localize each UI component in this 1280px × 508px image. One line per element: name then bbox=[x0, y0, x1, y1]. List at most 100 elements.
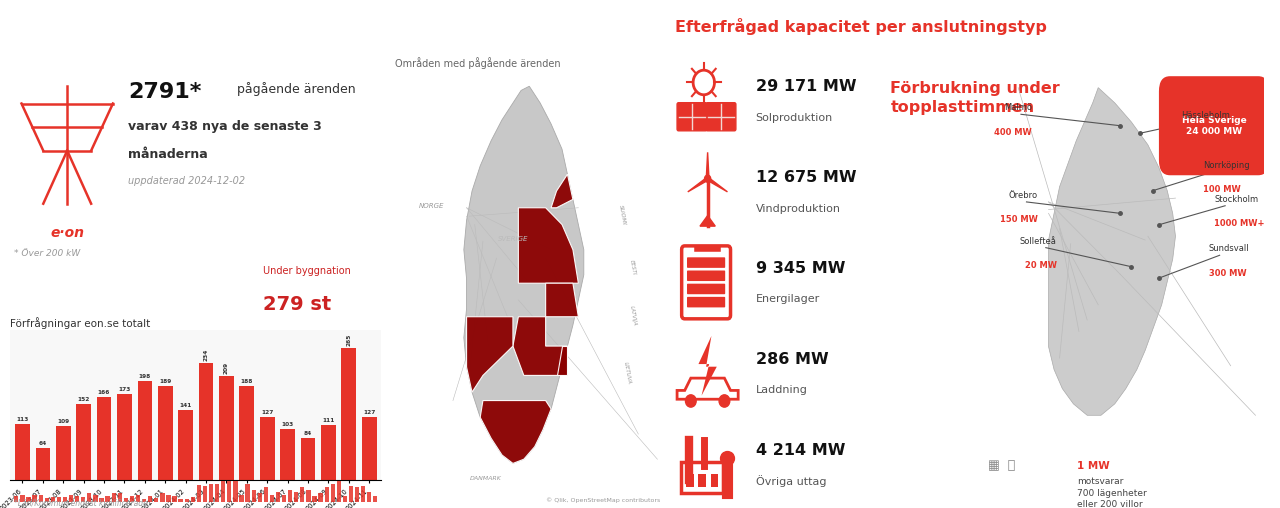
FancyBboxPatch shape bbox=[1158, 76, 1270, 175]
Bar bbox=[129, 496, 134, 502]
Text: uppdaterad 2024-12-02: uppdaterad 2024-12-02 bbox=[128, 176, 246, 186]
Text: 300 MW: 300 MW bbox=[1208, 269, 1247, 277]
Text: Sollefteå: Sollefteå bbox=[1020, 237, 1057, 246]
Bar bbox=[239, 495, 243, 502]
FancyBboxPatch shape bbox=[687, 283, 726, 294]
Polygon shape bbox=[518, 208, 579, 283]
FancyBboxPatch shape bbox=[687, 297, 726, 307]
Text: 2791*: 2791* bbox=[128, 82, 201, 102]
Bar bbox=[136, 495, 141, 502]
Bar bbox=[257, 493, 262, 502]
Bar bbox=[45, 498, 49, 502]
Bar bbox=[349, 486, 353, 502]
FancyBboxPatch shape bbox=[707, 103, 736, 131]
Polygon shape bbox=[707, 152, 709, 179]
Text: DANMARK: DANMARK bbox=[470, 476, 502, 481]
Text: Efterfrågad kapacitet per anslutningstyp: Efterfrågad kapacitet per anslutningstyp bbox=[675, 18, 1047, 35]
Bar bbox=[81, 497, 86, 502]
Polygon shape bbox=[467, 317, 513, 392]
Text: * Över 200 kW: * Över 200 kW bbox=[14, 249, 81, 259]
Polygon shape bbox=[700, 215, 716, 226]
Bar bbox=[342, 347, 356, 480]
Bar bbox=[173, 496, 177, 502]
Bar bbox=[56, 497, 61, 502]
FancyBboxPatch shape bbox=[687, 258, 726, 268]
Bar bbox=[330, 484, 335, 502]
Bar bbox=[337, 481, 340, 502]
Text: Hässleholm: Hässleholm bbox=[1181, 111, 1230, 120]
Bar bbox=[325, 487, 329, 502]
Bar bbox=[355, 487, 360, 502]
Text: 166: 166 bbox=[97, 390, 110, 395]
Text: Solproduktion: Solproduktion bbox=[755, 113, 833, 122]
Bar bbox=[63, 497, 67, 502]
Text: 871 st: 871 st bbox=[140, 295, 209, 314]
FancyBboxPatch shape bbox=[686, 474, 694, 487]
Text: Förfrågningar eon.se totalt: Förfrågningar eon.se totalt bbox=[10, 318, 151, 329]
Bar bbox=[20, 495, 24, 502]
Text: 103: 103 bbox=[282, 422, 293, 427]
Bar bbox=[51, 497, 55, 502]
Circle shape bbox=[686, 395, 696, 407]
Text: 29 171 MW: 29 171 MW bbox=[755, 79, 856, 94]
Text: ▦  🏠: ▦ 🏠 bbox=[988, 459, 1015, 472]
Text: 20 MW: 20 MW bbox=[1025, 261, 1057, 270]
Bar bbox=[178, 499, 183, 502]
Bar bbox=[251, 490, 256, 502]
Bar bbox=[301, 438, 315, 480]
Circle shape bbox=[719, 395, 730, 407]
Bar bbox=[166, 495, 170, 502]
Text: 198: 198 bbox=[138, 374, 151, 379]
Text: 700 lägenheter: 700 lägenheter bbox=[1076, 490, 1147, 498]
Bar bbox=[56, 426, 70, 480]
Text: Förbrukning under
topplasttimmen: Förbrukning under topplasttimmen bbox=[891, 81, 1060, 115]
Text: 286 MW: 286 MW bbox=[755, 352, 828, 367]
FancyBboxPatch shape bbox=[699, 474, 707, 487]
Text: 400 MW: 400 MW bbox=[995, 128, 1032, 137]
Text: Under byggnation: Under byggnation bbox=[264, 266, 351, 275]
Bar bbox=[312, 496, 316, 502]
Bar bbox=[154, 498, 159, 502]
Bar bbox=[137, 381, 152, 480]
Text: 1 MW: 1 MW bbox=[1076, 461, 1110, 471]
Bar bbox=[264, 487, 268, 502]
Text: 1000 MW+: 1000 MW+ bbox=[1215, 219, 1265, 228]
Text: SUOMI: SUOMI bbox=[618, 204, 626, 226]
Text: varav 438 nya de senaste 3: varav 438 nya de senaste 3 bbox=[128, 119, 321, 133]
Text: Stockholm: Stockholm bbox=[1215, 195, 1258, 204]
Bar bbox=[319, 493, 323, 502]
Bar bbox=[160, 493, 165, 502]
Bar bbox=[270, 495, 274, 502]
Bar bbox=[124, 498, 128, 502]
Bar bbox=[215, 484, 219, 502]
Text: 4 214 MW: 4 214 MW bbox=[755, 443, 845, 458]
Bar bbox=[87, 493, 91, 502]
Bar bbox=[27, 497, 31, 502]
Bar bbox=[227, 481, 232, 502]
Text: 100 MW: 100 MW bbox=[1203, 185, 1240, 194]
Bar bbox=[301, 487, 305, 502]
Text: Områden med pågående ärenden: Områden med pågående ärenden bbox=[396, 57, 561, 70]
Polygon shape bbox=[557, 346, 567, 375]
Bar bbox=[32, 495, 37, 502]
Bar bbox=[36, 448, 50, 480]
Text: Pågående anslutningsärenden E.ON Energidistribution: Pågående anslutningsärenden E.ON Energid… bbox=[8, 18, 503, 35]
Polygon shape bbox=[708, 179, 727, 192]
Text: månaderna: månaderna bbox=[128, 148, 207, 161]
Polygon shape bbox=[687, 179, 708, 192]
Text: 12 675 MW: 12 675 MW bbox=[755, 170, 856, 185]
Bar bbox=[100, 498, 104, 502]
FancyBboxPatch shape bbox=[677, 103, 707, 131]
Bar bbox=[361, 486, 365, 502]
Bar bbox=[116, 394, 132, 480]
Bar bbox=[93, 495, 97, 502]
Text: 173: 173 bbox=[118, 387, 131, 392]
Bar bbox=[111, 493, 115, 502]
Bar bbox=[38, 495, 42, 502]
Bar bbox=[221, 481, 225, 502]
Bar bbox=[239, 386, 255, 480]
Bar bbox=[15, 424, 29, 480]
Circle shape bbox=[704, 175, 710, 182]
Bar bbox=[14, 496, 18, 502]
Bar bbox=[233, 481, 238, 502]
